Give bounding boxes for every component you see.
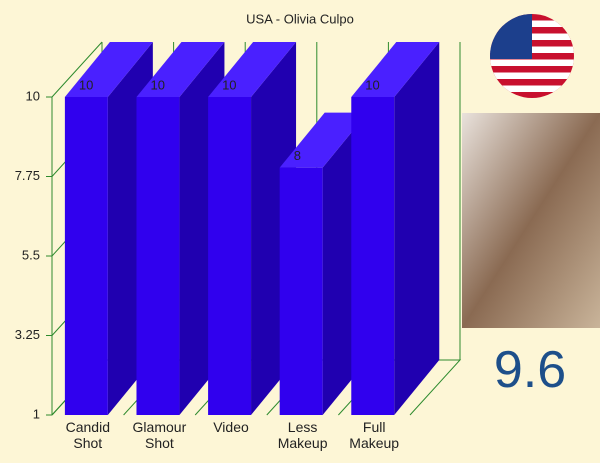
bar-top	[279, 112, 368, 168]
flag	[490, 14, 574, 98]
y-tick-label: 3.25	[15, 327, 40, 342]
bar-side	[394, 42, 440, 415]
y-tick-label: 7.75	[15, 168, 40, 183]
data-label: 8	[294, 148, 301, 163]
bar	[279, 167, 323, 415]
data-label: 10	[365, 77, 379, 92]
x-tick-label: Full Makeup	[349, 419, 400, 451]
data-label: 10	[222, 77, 236, 92]
x-tick-label: Candid Shot	[65, 419, 110, 451]
x-tick-label: Video	[213, 419, 249, 435]
data-label: 10	[79, 77, 93, 92]
data-label: 10	[150, 77, 164, 92]
bar	[64, 97, 108, 415]
y-tick-label: 10	[26, 88, 40, 103]
y-tick-label: 5.5	[22, 247, 40, 262]
x-tick-label: Glamour Shot	[132, 419, 187, 451]
bar	[208, 97, 252, 415]
grid-line	[51, 41, 103, 98]
bar-top	[136, 42, 225, 97]
bar	[351, 97, 395, 415]
photo	[462, 113, 600, 328]
bar	[136, 97, 180, 415]
chart-title: USA - Olivia Culpo	[246, 11, 354, 26]
bar-top	[208, 42, 297, 97]
x-tick-label: Less Makeup	[277, 419, 328, 451]
bar-top	[64, 42, 153, 97]
score: 9.6	[493, 341, 567, 399]
bar-top	[351, 42, 440, 97]
y-tick-label: 1	[33, 406, 40, 421]
